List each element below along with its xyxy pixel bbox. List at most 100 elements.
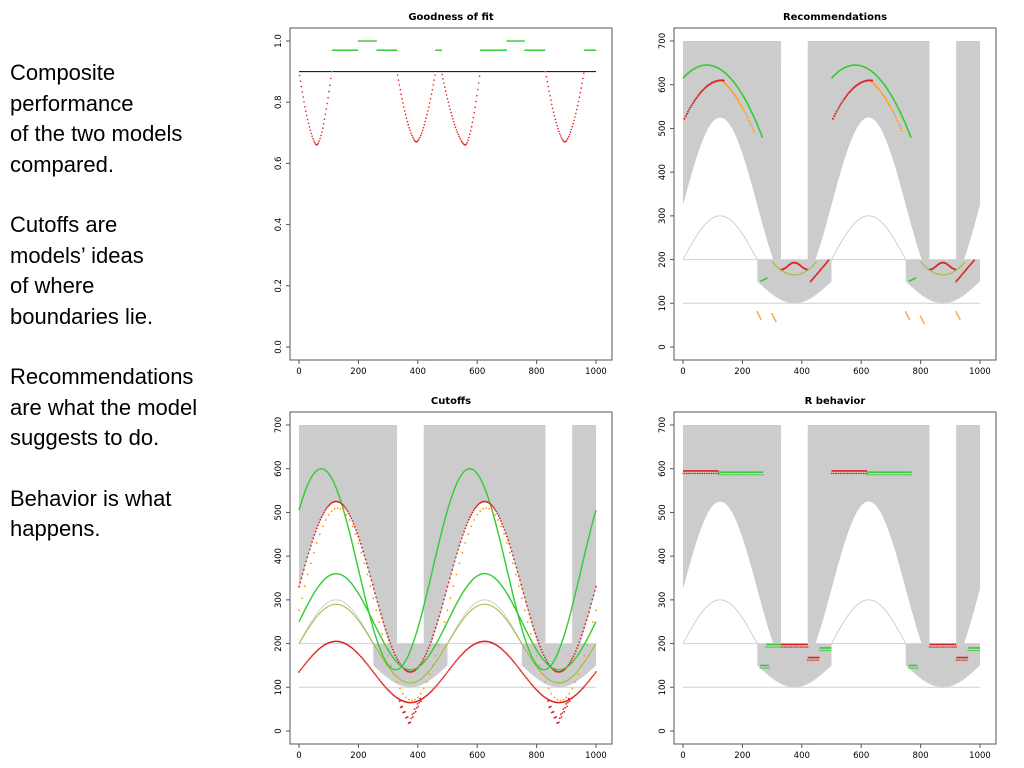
red-fit-point [298, 74, 301, 77]
red-cutoff-point [367, 566, 369, 569]
orange-cutoff-point [580, 664, 582, 667]
orange-cutoff-point [526, 621, 529, 624]
orange-recommendation-point [739, 103, 742, 106]
red-deep-point [558, 721, 560, 724]
side-text-composite: Composite performance of the two models … [10, 60, 183, 177]
x-tick-label: 600 [853, 751, 869, 761]
orange-recommendation-point [879, 91, 882, 93]
red-behavior-point [717, 472, 720, 475]
y-tick-label: 100 [658, 679, 668, 695]
red-deep-point [413, 708, 416, 710]
green-behavior-point [751, 474, 754, 476]
red-cutoff-point [364, 558, 367, 561]
red-cutoff-point [359, 542, 362, 545]
red-cutoff-point [513, 558, 515, 561]
red-cutoff-point [490, 504, 493, 506]
red-cutoff-point [430, 690, 432, 693]
red-rising-point [957, 277, 960, 280]
red-fit-point [399, 88, 402, 91]
green-behavior-point [818, 649, 821, 652]
red-rising-point [816, 272, 819, 274]
red-recommendation-point [835, 110, 838, 113]
orange-cutoff-point [419, 692, 422, 695]
y-tick-label: 700 [274, 417, 284, 433]
red-behavior-point [794, 646, 796, 648]
green-behavior-point [762, 474, 764, 476]
red-fit-point [326, 102, 328, 105]
red-cutoff-point [369, 575, 372, 577]
red-fit-point [406, 120, 409, 123]
red-cutoff-point [446, 671, 449, 673]
red-cutoff-point [476, 504, 479, 507]
red-cutoff-point [521, 588, 524, 590]
red-fit-point [325, 108, 328, 110]
red-fit-point [442, 78, 444, 80]
red-cutoff-point [363, 659, 366, 662]
orange-cutoff-point [345, 513, 348, 516]
green-behavior-point [776, 646, 778, 648]
red-behavior-point [948, 646, 950, 648]
orange-cutoff-point [473, 519, 476, 521]
red-behavior-point [801, 646, 804, 648]
green-recommendation-arc [830, 64, 912, 139]
green-behavior-point [765, 646, 767, 648]
red-cutoff-point [358, 539, 361, 542]
red-cutoff-point [580, 634, 583, 636]
orange-recommendation-point [871, 81, 874, 84]
red-behavior-point [943, 646, 945, 648]
red-fit-point [457, 133, 459, 136]
red-behavior-point [864, 472, 867, 475]
green-behavior-point [732, 474, 734, 476]
orange-scatter-point [759, 318, 762, 320]
red-cutoff-point [470, 513, 473, 516]
red-cutoff-point [507, 539, 509, 542]
red-cutoff-point [311, 541, 313, 543]
y-tick-label: 400 [658, 548, 668, 564]
green-behavior-point [721, 474, 723, 476]
red-behavior-point [830, 472, 833, 475]
red-fit-point [447, 101, 450, 104]
orange-cutoff-point [506, 542, 508, 544]
red-cutoff-point [356, 651, 359, 654]
x-tick-label: 1000 [969, 367, 991, 377]
red-fit-point [322, 123, 325, 125]
red-cutoff-point [541, 651, 544, 654]
red-fit-point [477, 88, 479, 91]
red-fit-point [445, 94, 448, 96]
red-behavior-point [934, 646, 936, 648]
green-behavior-point [880, 474, 883, 476]
red-fit-point [546, 80, 549, 83]
red-fit-point [448, 105, 451, 107]
red-cutoff-point [387, 635, 389, 638]
red-fit-point [308, 126, 311, 128]
orange-cutoff-point [461, 551, 464, 554]
red-fit-point [416, 140, 418, 143]
orange-cutoff-point [532, 644, 535, 647]
green-behavior-point [755, 474, 757, 476]
red-cutoff-point [454, 556, 457, 559]
y-tick-label: 300 [274, 592, 284, 608]
chart-title: Goodness of fit [408, 12, 494, 23]
red-fit-point [444, 86, 446, 88]
red-fit-point [301, 91, 304, 93]
band-region [299, 425, 398, 663]
red-behavior-point [854, 472, 856, 475]
red-cutoff-point [593, 590, 596, 592]
red-cutoff-point [320, 516, 323, 519]
orange-cutoff-point [553, 696, 556, 699]
green-behavior-point [759, 667, 761, 669]
red-fit-point [574, 116, 576, 118]
orange-recommendation-point [743, 110, 746, 112]
orange-cutoff-point [354, 533, 357, 535]
red-cutoff-point [469, 516, 471, 519]
orange-scatter-point [920, 317, 923, 319]
red-cutoff-point [574, 694, 577, 696]
red-cutoff-point [447, 669, 450, 672]
red-cutoff-point [329, 503, 331, 506]
red-recommendation-point [683, 117, 686, 120]
red-cutoff-point [361, 546, 363, 549]
orange-cutoff-point [318, 533, 321, 535]
red-cutoff-point [511, 659, 514, 662]
red-fit-point [329, 84, 331, 86]
orange-cutoff-point [330, 510, 333, 512]
